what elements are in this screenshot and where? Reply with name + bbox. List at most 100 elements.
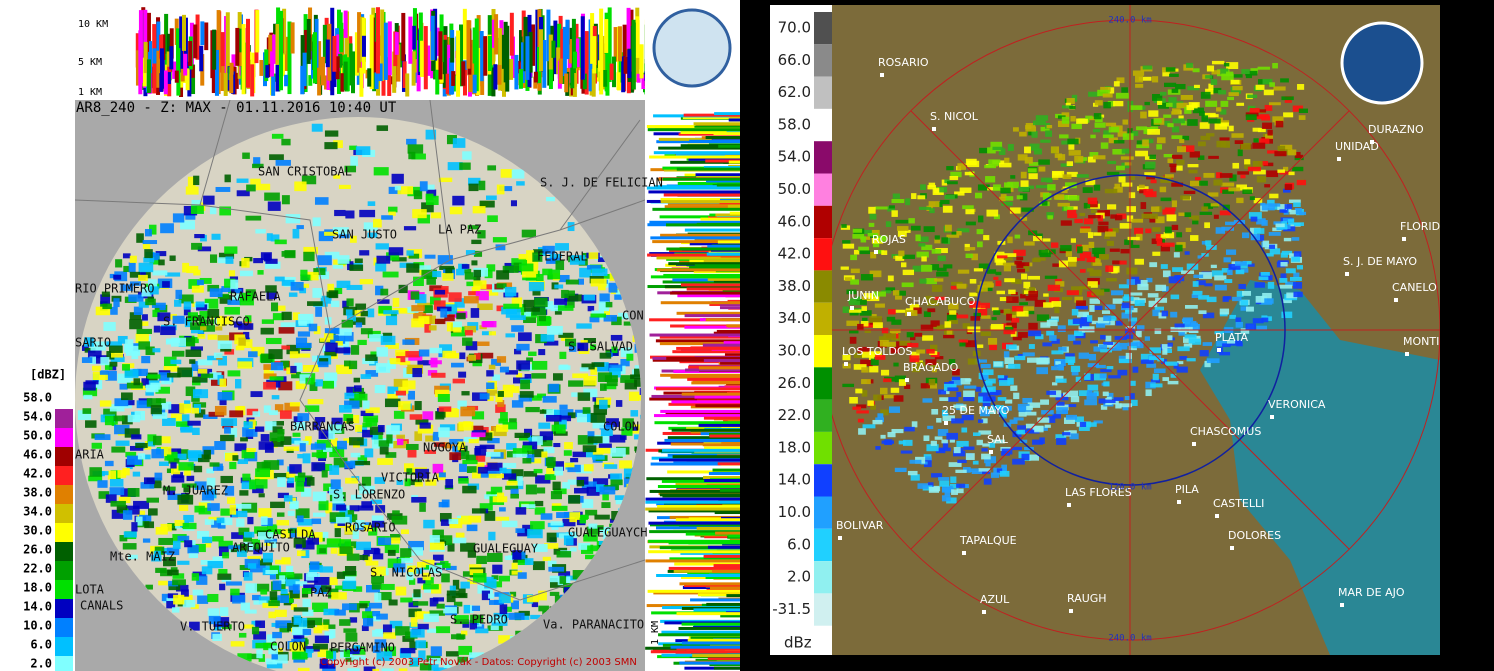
echo [1291, 237, 1300, 241]
echo [344, 392, 359, 400]
echo [889, 205, 895, 209]
echo [468, 515, 482, 523]
echo [420, 40, 425, 77]
echo [1189, 151, 1200, 158]
echo [454, 619, 469, 625]
echo [1152, 373, 1159, 381]
echo [471, 432, 486, 438]
echo [495, 516, 510, 521]
echo [151, 302, 166, 308]
echo [499, 186, 513, 192]
echo [1283, 188, 1291, 193]
echo [243, 542, 256, 552]
echo [406, 572, 414, 581]
echo [709, 586, 740, 590]
echo [393, 563, 406, 573]
echo [1157, 98, 1163, 105]
echo [1208, 83, 1214, 90]
echo [1275, 120, 1284, 128]
echo [488, 331, 496, 336]
echo [927, 185, 937, 190]
echo [509, 418, 517, 424]
echo [339, 619, 351, 626]
echo [365, 354, 378, 361]
echo [926, 444, 939, 452]
echo [1113, 81, 1120, 87]
echo [562, 518, 576, 527]
echo [368, 526, 378, 536]
echo [1000, 187, 1011, 194]
echo [258, 596, 270, 605]
echo [344, 165, 357, 173]
echo [395, 626, 410, 636]
echo [338, 328, 352, 336]
echo [569, 342, 577, 352]
echo [861, 351, 874, 358]
echo [376, 347, 389, 357]
echo [1134, 300, 1145, 306]
echo [474, 353, 481, 360]
echo [1096, 364, 1106, 369]
echo [848, 298, 857, 303]
echo [546, 9, 551, 62]
echo [525, 274, 537, 281]
echo [516, 343, 530, 351]
echo [234, 289, 242, 294]
echo [634, 434, 641, 440]
echo [932, 284, 943, 292]
echo [939, 187, 948, 193]
echo [332, 227, 349, 235]
echo [287, 476, 294, 484]
echo [1192, 215, 1200, 221]
echo [255, 229, 266, 234]
echo [383, 22, 388, 80]
echo [377, 458, 393, 465]
echo [522, 458, 532, 464]
echo [468, 177, 481, 186]
echo [411, 25, 416, 50]
echo [429, 610, 445, 616]
echo [327, 424, 342, 434]
echo [1037, 417, 1050, 423]
echo [620, 435, 627, 440]
echo [266, 661, 283, 669]
echo [1151, 76, 1159, 83]
echo [411, 153, 426, 160]
echo [1087, 156, 1096, 163]
echo [415, 468, 430, 479]
echo [260, 252, 272, 261]
echo [481, 321, 494, 327]
echo [437, 255, 453, 265]
echo [1275, 223, 1285, 228]
echo [114, 398, 129, 407]
echo [1216, 107, 1222, 112]
echo [212, 29, 217, 70]
echo [679, 582, 740, 586]
echo [220, 434, 235, 442]
echo [82, 387, 98, 397]
echo [1098, 221, 1109, 226]
echo [177, 367, 193, 378]
echo [1221, 268, 1231, 273]
echo [1164, 120, 1170, 126]
echo [548, 566, 565, 572]
echo [473, 280, 487, 289]
echo [888, 406, 900, 413]
echo [219, 399, 227, 406]
echo [934, 238, 941, 244]
echo [359, 603, 368, 609]
echo [286, 565, 294, 576]
echo [245, 18, 250, 88]
echo [333, 140, 343, 149]
echo [1023, 241, 1035, 246]
echo [1093, 184, 1101, 191]
echo [1183, 190, 1196, 195]
echo [524, 428, 533, 437]
echo [496, 270, 510, 280]
echo [1083, 422, 1097, 427]
echo [372, 668, 380, 671]
echo [297, 667, 310, 671]
echo [1246, 306, 1254, 312]
echo [1089, 269, 1102, 277]
